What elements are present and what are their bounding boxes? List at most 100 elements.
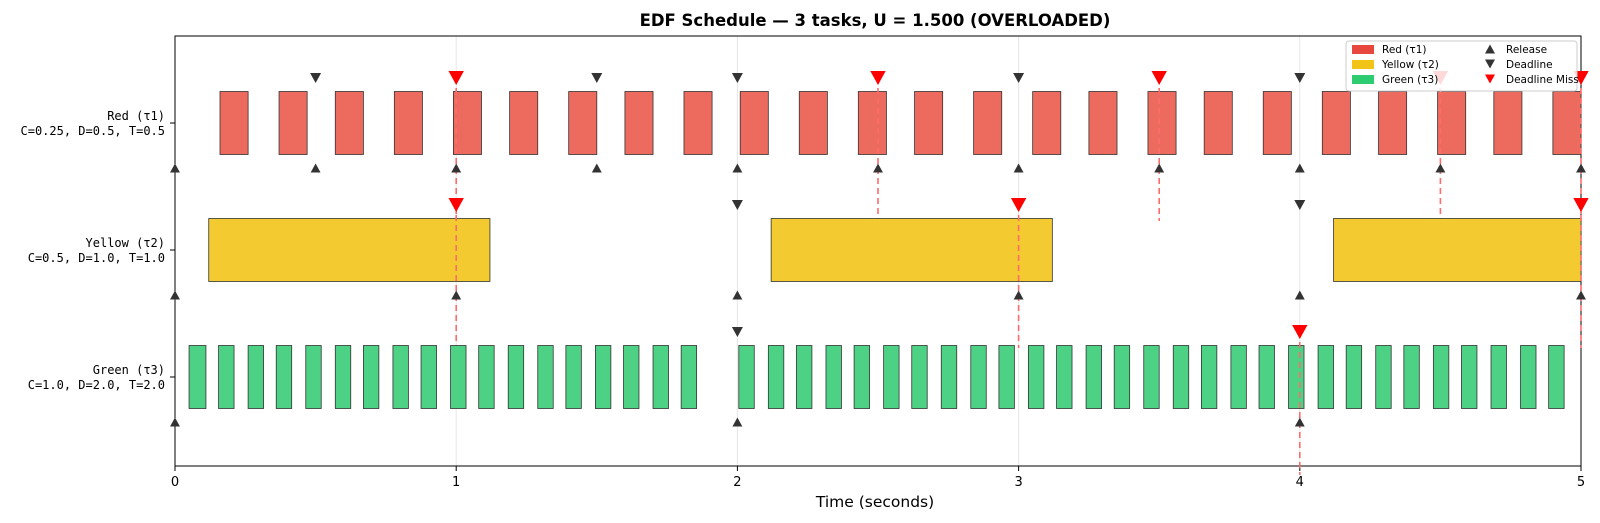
execution-bar [1321, 91, 1351, 155]
release-marker [1013, 290, 1024, 300]
execution-bar [973, 91, 1003, 155]
deadline-marker [731, 73, 743, 83]
execution-bar [1032, 91, 1062, 155]
deadline-marker [591, 73, 603, 83]
release-marker [1013, 163, 1024, 173]
execution-bar [1056, 345, 1073, 409]
execution-bar [219, 91, 249, 155]
execution-bar [798, 91, 828, 155]
execution-bar [594, 345, 612, 409]
release-marker [1294, 417, 1305, 427]
execution-bar [1378, 91, 1408, 155]
execution-bar [680, 345, 698, 409]
deadline-miss-marker [448, 71, 464, 85]
execution-bar [1085, 345, 1102, 409]
task-params-label: C=0.5, D=1.0, T=1.0 [28, 251, 165, 265]
execution-bar [883, 345, 900, 409]
deadline-marker [1294, 200, 1306, 210]
execution-bar [911, 345, 928, 409]
execution-bar [1520, 345, 1537, 409]
execution-bar [825, 345, 842, 409]
legend-label-red-1: Red (τ1) [1382, 44, 1426, 56]
execution-bar [1552, 91, 1582, 155]
execution-bar [1432, 345, 1450, 409]
execution-bar [652, 345, 669, 409]
x-tick-label: 4 [1296, 475, 1304, 490]
deadline-miss-marker [448, 198, 464, 212]
execution-bar [1172, 345, 1190, 409]
execution-bar [420, 345, 437, 409]
execution-bar [998, 345, 1015, 409]
deadline-marker [731, 200, 743, 210]
legend: Red (τ1) Yellow (τ2) Green (τ3) Release Dead… [1345, 40, 1579, 92]
execution-bar [853, 345, 870, 409]
release-marker [451, 163, 462, 173]
release-marker [732, 290, 743, 300]
execution-bar [1088, 91, 1118, 155]
legend-label-yellow-2: Yellow (τ2) [1381, 59, 1439, 71]
execution-bar [796, 345, 813, 409]
task-name-label: Yellow (τ2) [86, 236, 165, 250]
execution-bar [452, 91, 482, 155]
deadline-miss-marker [1010, 198, 1027, 212]
execution-bar [1230, 345, 1247, 409]
execution-bar [1403, 345, 1420, 409]
legend-deadline-icon [1485, 59, 1495, 69]
release-marker [1576, 290, 1586, 300]
execution-bar [218, 345, 235, 409]
execution-bar [1113, 345, 1131, 409]
execution-bar [1548, 345, 1565, 409]
execution-bar [914, 91, 944, 155]
release-marker [170, 163, 180, 173]
deadline-miss-marker [1151, 71, 1167, 85]
release-marker [170, 290, 180, 300]
release-marker [873, 163, 883, 173]
execution-bar [623, 345, 640, 409]
execution-bar [305, 345, 322, 409]
execution-bar [363, 345, 380, 409]
task-params-label: C=1.0, D=2.0, T=2.0 [28, 378, 165, 392]
x-axis-label: Time (seconds) [815, 493, 934, 511]
execution-bar [537, 345, 554, 409]
deadline-miss-marker [1573, 198, 1589, 212]
release-marker [732, 417, 743, 427]
release-marker [1294, 163, 1305, 173]
x-tick-label: 5 [1577, 475, 1585, 490]
execution-bar [1028, 345, 1045, 409]
release-marker [451, 290, 462, 300]
chart-title: EDF Schedule — 3 tasks, U = 1.500 (OVERL… [640, 11, 1111, 30]
x-tick-label: 3 [1014, 475, 1022, 490]
execution-bar [392, 345, 409, 409]
release-marker [170, 417, 180, 427]
release-marker [310, 163, 321, 173]
execution-bar [1203, 91, 1233, 155]
legend-label-deadline: Deadline [1506, 59, 1553, 71]
task-params-label: C=0.25, D=0.5, T=0.5 [21, 124, 166, 138]
execution-bar [767, 345, 785, 409]
legend-release-icon [1485, 44, 1495, 54]
execution-bar [738, 345, 755, 409]
execution-bar [509, 91, 539, 155]
execution-bar [1143, 345, 1160, 409]
deadline-miss-marker [1292, 325, 1308, 339]
legend-label-green-3: Green (τ3) [1382, 74, 1438, 86]
execution-bar [1317, 345, 1334, 409]
deadline-marker [310, 73, 322, 83]
execution-bar [624, 91, 654, 155]
legend-swatch [1352, 75, 1374, 84]
execution-bar [1258, 345, 1275, 409]
execution-bar [1461, 345, 1478, 409]
release-marker [1576, 163, 1586, 173]
execution-bar [1493, 91, 1523, 155]
task-name-label: Red (τ1) [107, 109, 165, 123]
release-marker [732, 163, 743, 173]
release-marker [1294, 290, 1305, 300]
task-name-label: Green (τ3) [93, 363, 165, 377]
x-tick-label: 0 [171, 475, 179, 490]
execution-bar [247, 345, 264, 409]
legend-box [1345, 40, 1578, 92]
execution-bar [940, 345, 958, 409]
execution-bar [568, 91, 598, 155]
